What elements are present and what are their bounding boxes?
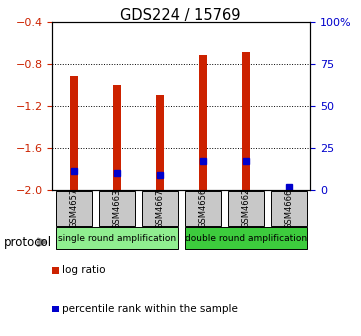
Text: GSM4663: GSM4663 bbox=[112, 188, 121, 228]
Text: GSM4657: GSM4657 bbox=[69, 188, 78, 228]
FancyBboxPatch shape bbox=[142, 191, 178, 226]
Bar bbox=[70, 77, 78, 190]
FancyBboxPatch shape bbox=[99, 191, 135, 226]
Text: log ratio: log ratio bbox=[62, 265, 106, 276]
FancyBboxPatch shape bbox=[184, 227, 307, 249]
Bar bbox=[199, 55, 207, 190]
Bar bbox=[156, 95, 164, 190]
Text: GSM4662: GSM4662 bbox=[242, 188, 251, 228]
Text: percentile rank within the sample: percentile rank within the sample bbox=[62, 304, 238, 314]
Bar bbox=[242, 52, 250, 190]
FancyBboxPatch shape bbox=[228, 191, 264, 226]
Text: double round amplification: double round amplification bbox=[185, 234, 307, 243]
Text: GSM4666: GSM4666 bbox=[284, 188, 293, 228]
Text: GSM4656: GSM4656 bbox=[199, 188, 208, 228]
FancyBboxPatch shape bbox=[56, 191, 92, 226]
Text: GSM4667: GSM4667 bbox=[155, 188, 164, 228]
FancyBboxPatch shape bbox=[56, 227, 178, 249]
FancyBboxPatch shape bbox=[184, 191, 221, 226]
Bar bbox=[113, 85, 121, 190]
Text: single round amplification: single round amplification bbox=[58, 234, 176, 243]
Text: GDS224 / 15769: GDS224 / 15769 bbox=[120, 8, 241, 24]
FancyBboxPatch shape bbox=[271, 191, 307, 226]
Text: protocol: protocol bbox=[4, 237, 52, 249]
